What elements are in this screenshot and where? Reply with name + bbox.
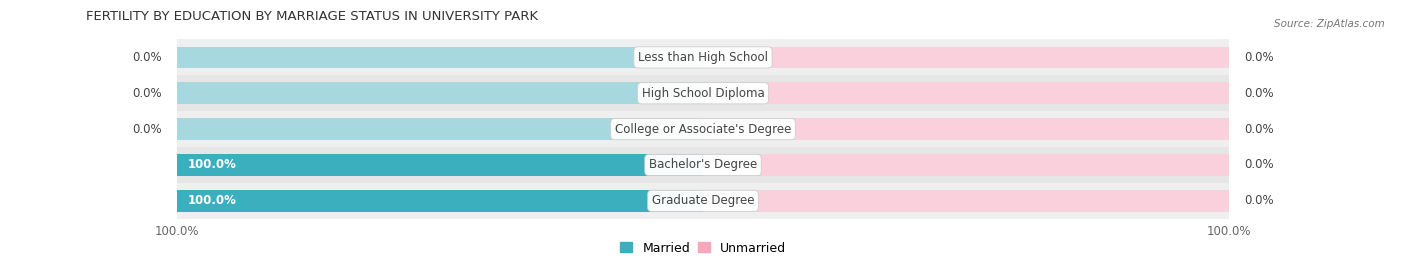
Text: Source: ZipAtlas.com: Source: ZipAtlas.com [1274,19,1385,29]
Bar [703,47,1229,68]
Text: Less than High School: Less than High School [638,51,768,64]
Bar [177,40,1229,75]
Text: FERTILITY BY EDUCATION BY MARRIAGE STATUS IN UNIVERSITY PARK: FERTILITY BY EDUCATION BY MARRIAGE STATU… [86,10,538,23]
Bar [703,83,1229,104]
Text: 100.0%: 100.0% [188,158,236,171]
Text: 0.0%: 0.0% [1244,158,1274,171]
Text: Bachelor's Degree: Bachelor's Degree [650,158,756,171]
Bar [177,190,703,212]
Bar [177,111,1229,147]
Text: 0.0%: 0.0% [1244,87,1274,100]
Text: High School Diploma: High School Diploma [641,87,765,100]
Bar [177,183,1229,219]
Bar [177,147,1229,183]
Legend: Married, Unmarried: Married, Unmarried [620,242,786,254]
Text: 0.0%: 0.0% [1244,123,1274,136]
Bar [177,154,703,176]
Bar [177,154,703,176]
Bar [177,75,1229,111]
Bar [177,83,703,104]
Bar [177,118,703,140]
Text: 0.0%: 0.0% [132,123,162,136]
Text: 0.0%: 0.0% [1244,51,1274,64]
Bar [703,154,1229,176]
Text: College or Associate's Degree: College or Associate's Degree [614,123,792,136]
Bar [177,47,703,68]
Text: 0.0%: 0.0% [132,51,162,64]
Bar [703,118,1229,140]
Text: Graduate Degree: Graduate Degree [652,194,754,207]
Text: 0.0%: 0.0% [1244,194,1274,207]
Bar [703,190,1229,212]
Text: 0.0%: 0.0% [132,87,162,100]
Text: 100.0%: 100.0% [188,194,236,207]
Bar [177,190,703,212]
